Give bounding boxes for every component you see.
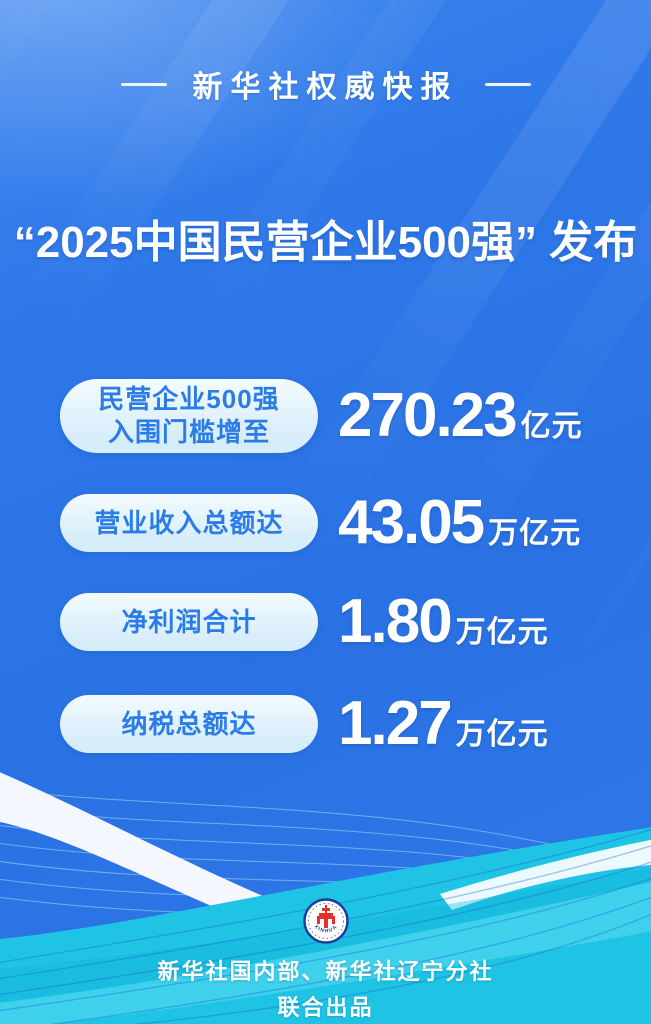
credit-line-2: 联合出品 <box>277 995 374 1020</box>
stat-pill-label-line1: 纳税总额达 <box>121 708 257 739</box>
stat-value: 1.80 万亿元 <box>338 591 549 653</box>
stat-row-revenue: 营业收入总额达 43.05 万亿元 <box>60 492 620 554</box>
stat-row-net-profit: 净利润合计 1.80 万亿元 <box>60 591 620 653</box>
stat-pill: 营业收入总额达 <box>60 494 318 552</box>
stat-pill: 纳税总额达 <box>60 695 318 753</box>
stat-row-entry-threshold: 民营企业500强 入围门槛增至 270.23 亿元 <box>60 379 620 453</box>
badge-label: 新华社权威快报 <box>192 71 459 104</box>
dash-right-decoration <box>484 82 531 86</box>
stat-pill: 净利润合计 <box>60 593 318 651</box>
stat-pill-label-line1: 民营企业500强 <box>98 384 280 414</box>
stat-pill: 民营企业500强 入围门槛增至 <box>60 379 318 453</box>
white-ribbon-right <box>440 839 651 910</box>
stat-value-unit: 万亿元 <box>455 616 549 649</box>
header-badge: 新华社权威快报 <box>0 62 651 106</box>
stat-row-tax-total: 纳税总额达 1.27 万亿元 <box>60 693 620 755</box>
page-title: “2025中国民营企业500强” 发布 <box>13 218 638 267</box>
stat-pill-label-line1: 营业收入总额达 <box>94 507 284 538</box>
stat-pill-label-line2: 入围门槛增至 <box>107 417 270 447</box>
credit-line-1: 新华社国内部、新华社辽宁分社 <box>157 959 494 984</box>
stat-value-unit: 亿元 <box>520 410 583 443</box>
stat-value-number: 270.23 <box>338 381 518 450</box>
stat-value: 270.23 亿元 <box>338 385 583 447</box>
stat-value: 1.27 万亿元 <box>338 693 549 755</box>
dash-left-decoration <box>120 82 167 86</box>
emblem-arc-text: XINHUA <box>313 924 338 935</box>
stats-list: 民营企业500强 入围门槛增至 270.23 亿元 营业收入总额达 43.05 … <box>60 379 620 755</box>
stat-value-unit: 万亿元 <box>488 517 582 550</box>
emblem-monument <box>316 905 335 928</box>
xinhua-emblem-icon: XINHUA <box>302 898 349 944</box>
stat-value-number: 1.27 <box>338 689 453 758</box>
stat-value-number: 43.05 <box>338 488 485 557</box>
footer-credits: 新华社国内部、新华社辽宁分社 联合出品 <box>0 956 651 1024</box>
svg-text:XINHUA: XINHUA <box>313 924 339 935</box>
stat-pill-label-line1: 净利润合计 <box>121 606 257 637</box>
stat-value-unit: 万亿元 <box>455 718 549 751</box>
stat-value: 43.05 万亿元 <box>338 492 581 554</box>
stat-value-number: 1.80 <box>338 587 453 656</box>
white-ribbon-left <box>0 772 480 964</box>
